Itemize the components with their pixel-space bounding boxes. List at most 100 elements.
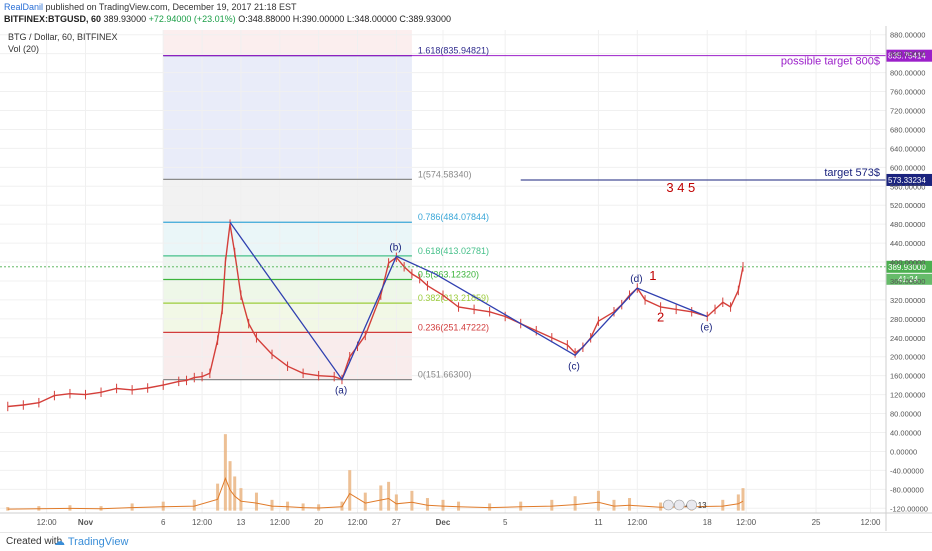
volume-bar xyxy=(216,483,220,511)
time-tick-label: 20 xyxy=(314,518,323,527)
price-tick-label: 800.00000 xyxy=(890,69,925,78)
volume-bar xyxy=(317,504,321,511)
volume-bar xyxy=(441,499,445,511)
price-tick-label: 0.00000 xyxy=(890,447,917,456)
time-tick-label: 12:00 xyxy=(627,518,648,527)
volume-bar xyxy=(130,503,134,511)
volume-bar xyxy=(550,499,554,511)
volume-ma-line xyxy=(7,477,744,510)
volume-bar xyxy=(387,481,391,511)
event-badge-icon xyxy=(686,499,698,511)
volume-bar xyxy=(161,501,165,511)
price-series xyxy=(7,219,744,412)
elliott-wave[interactable]: (a) (b) (c) (d) (e) xyxy=(229,221,712,396)
price-tick-label: -80.00000 xyxy=(890,485,924,494)
target-label: target 573$ xyxy=(824,167,880,179)
volume-bar xyxy=(394,494,398,511)
price-tick-label: 760.00000 xyxy=(890,88,925,97)
price-tick-label: 80.00000 xyxy=(890,410,921,419)
price-tick-label: 400.00000 xyxy=(890,258,925,267)
countdown-tag xyxy=(886,273,932,285)
fib-level-label: 0.618(413.02781) xyxy=(418,246,489,256)
volume-bar xyxy=(410,490,414,511)
fib-band xyxy=(163,55,412,180)
fib-band xyxy=(163,279,412,304)
time-tick-label: 12:00 xyxy=(860,518,881,527)
annotations: 3 4 51254113 xyxy=(649,180,707,511)
fib-level-label: 0.382(313.21859) xyxy=(418,293,489,303)
price-tick-label: 520.00000 xyxy=(890,201,925,210)
wave-label-a: (a) xyxy=(335,385,347,396)
volume-bars xyxy=(6,434,745,511)
last-price-tag xyxy=(886,260,932,273)
price-chart[interactable]: 1.618(835.94821) 1(574.58340) 0.786(484.07… xyxy=(0,26,932,532)
volume-bar xyxy=(254,492,258,511)
close-value: 389.93000 xyxy=(408,14,451,24)
time-tick-label: 12:00 xyxy=(736,518,757,527)
volume-bar xyxy=(6,507,10,511)
target-price-tag xyxy=(886,49,932,62)
wave-number-annotation: 1 xyxy=(649,268,656,283)
volume-bar xyxy=(425,498,429,511)
volume-bar xyxy=(223,434,227,511)
time-tick-label: 18 xyxy=(703,518,712,527)
time-tick-label: 12:00 xyxy=(192,518,213,527)
target-price-label: 835.75414 xyxy=(888,52,926,61)
low-value: 348.00000 xyxy=(354,14,397,24)
volume-bar xyxy=(233,476,237,511)
event-badge-icon xyxy=(673,499,685,511)
fib-band xyxy=(163,332,412,380)
time-tick-label: 13 xyxy=(236,518,245,527)
price-tick-label: 240.00000 xyxy=(890,334,925,343)
wave-number-annotation: 3 4 5 xyxy=(666,180,695,195)
target-price-tag xyxy=(886,173,932,186)
wave-label-d: (d) xyxy=(630,274,642,285)
time-tick-label: 12:00 xyxy=(37,518,58,527)
price-tick-label: 600.00000 xyxy=(890,163,925,172)
grid xyxy=(0,30,886,513)
wave-label-e: (e) xyxy=(700,322,712,333)
tradingview-brand: TradingView xyxy=(67,536,129,548)
author-link[interactable]: RealDanil xyxy=(4,2,44,12)
tradingview-logo-icon[interactable]: ☁ TradingView xyxy=(54,536,129,548)
price-axis[interactable]: 880.00000 840.00000 800.00000 760.00000 720.… xyxy=(885,26,928,531)
time-tick-label: Nov xyxy=(78,518,94,527)
price-tick-label: 560.00000 xyxy=(890,182,925,191)
fib-band xyxy=(163,303,412,333)
time-tick-label: 5 xyxy=(503,518,508,527)
event-count: 13 xyxy=(698,501,707,510)
volume-bar xyxy=(628,498,632,511)
volume-bar xyxy=(659,502,663,511)
price-tick-label: 360.00000 xyxy=(890,277,925,286)
volume-bar xyxy=(228,461,232,511)
volume-bar xyxy=(457,501,461,511)
volume-bar xyxy=(741,488,745,511)
fib-level-label: 0.786(484.07844) xyxy=(418,212,489,222)
target-price-label: 573.33234 xyxy=(888,176,926,185)
time-tick-label: 12:00 xyxy=(270,518,291,527)
change-value: +72.94000 (+23.01%) xyxy=(148,14,236,24)
volume-bar xyxy=(612,499,616,511)
time-tick-label: 6 xyxy=(161,518,166,527)
chart-title: BTG / Dollar, 60, BITFINEX xyxy=(8,32,118,42)
ohlc-line: BITFINEX:BTGUSD, 60 389.93000 +72.94000 … xyxy=(4,14,451,24)
fib-level-label: 1(574.58340) xyxy=(418,169,472,179)
price-tick-label: 680.00000 xyxy=(890,125,925,134)
last-price-label: 389.93000 xyxy=(888,263,926,272)
price-tick-label: -120.00000 xyxy=(890,504,928,513)
symbol-label: BITFINEX:BTGUSD, 60 xyxy=(4,14,102,24)
time-axis[interactable]: 12:00 Nov 6 12:00 13 12:00 20 12:00 27 Dec 5 11 12:0… xyxy=(0,512,932,527)
volume-bar xyxy=(379,485,383,511)
volume-bar xyxy=(286,501,290,511)
price-tick-label: 480.00000 xyxy=(890,220,925,229)
time-tick-label: Dec xyxy=(436,518,451,527)
volume-bar xyxy=(239,488,243,511)
fib-level-label: 0(151.66300) xyxy=(418,370,472,380)
price-tick-label: -40.00000 xyxy=(890,466,924,475)
volume-bar xyxy=(573,496,577,511)
price-tick-label: 280.00000 xyxy=(890,315,925,324)
target-lines[interactable]: possible target 800$ 835.75414 target 573$… xyxy=(0,49,932,285)
price-tick-label: 320.00000 xyxy=(890,296,925,305)
open-value: 348.88000 xyxy=(247,14,291,24)
price-tick-label: 40.00000 xyxy=(890,429,921,438)
